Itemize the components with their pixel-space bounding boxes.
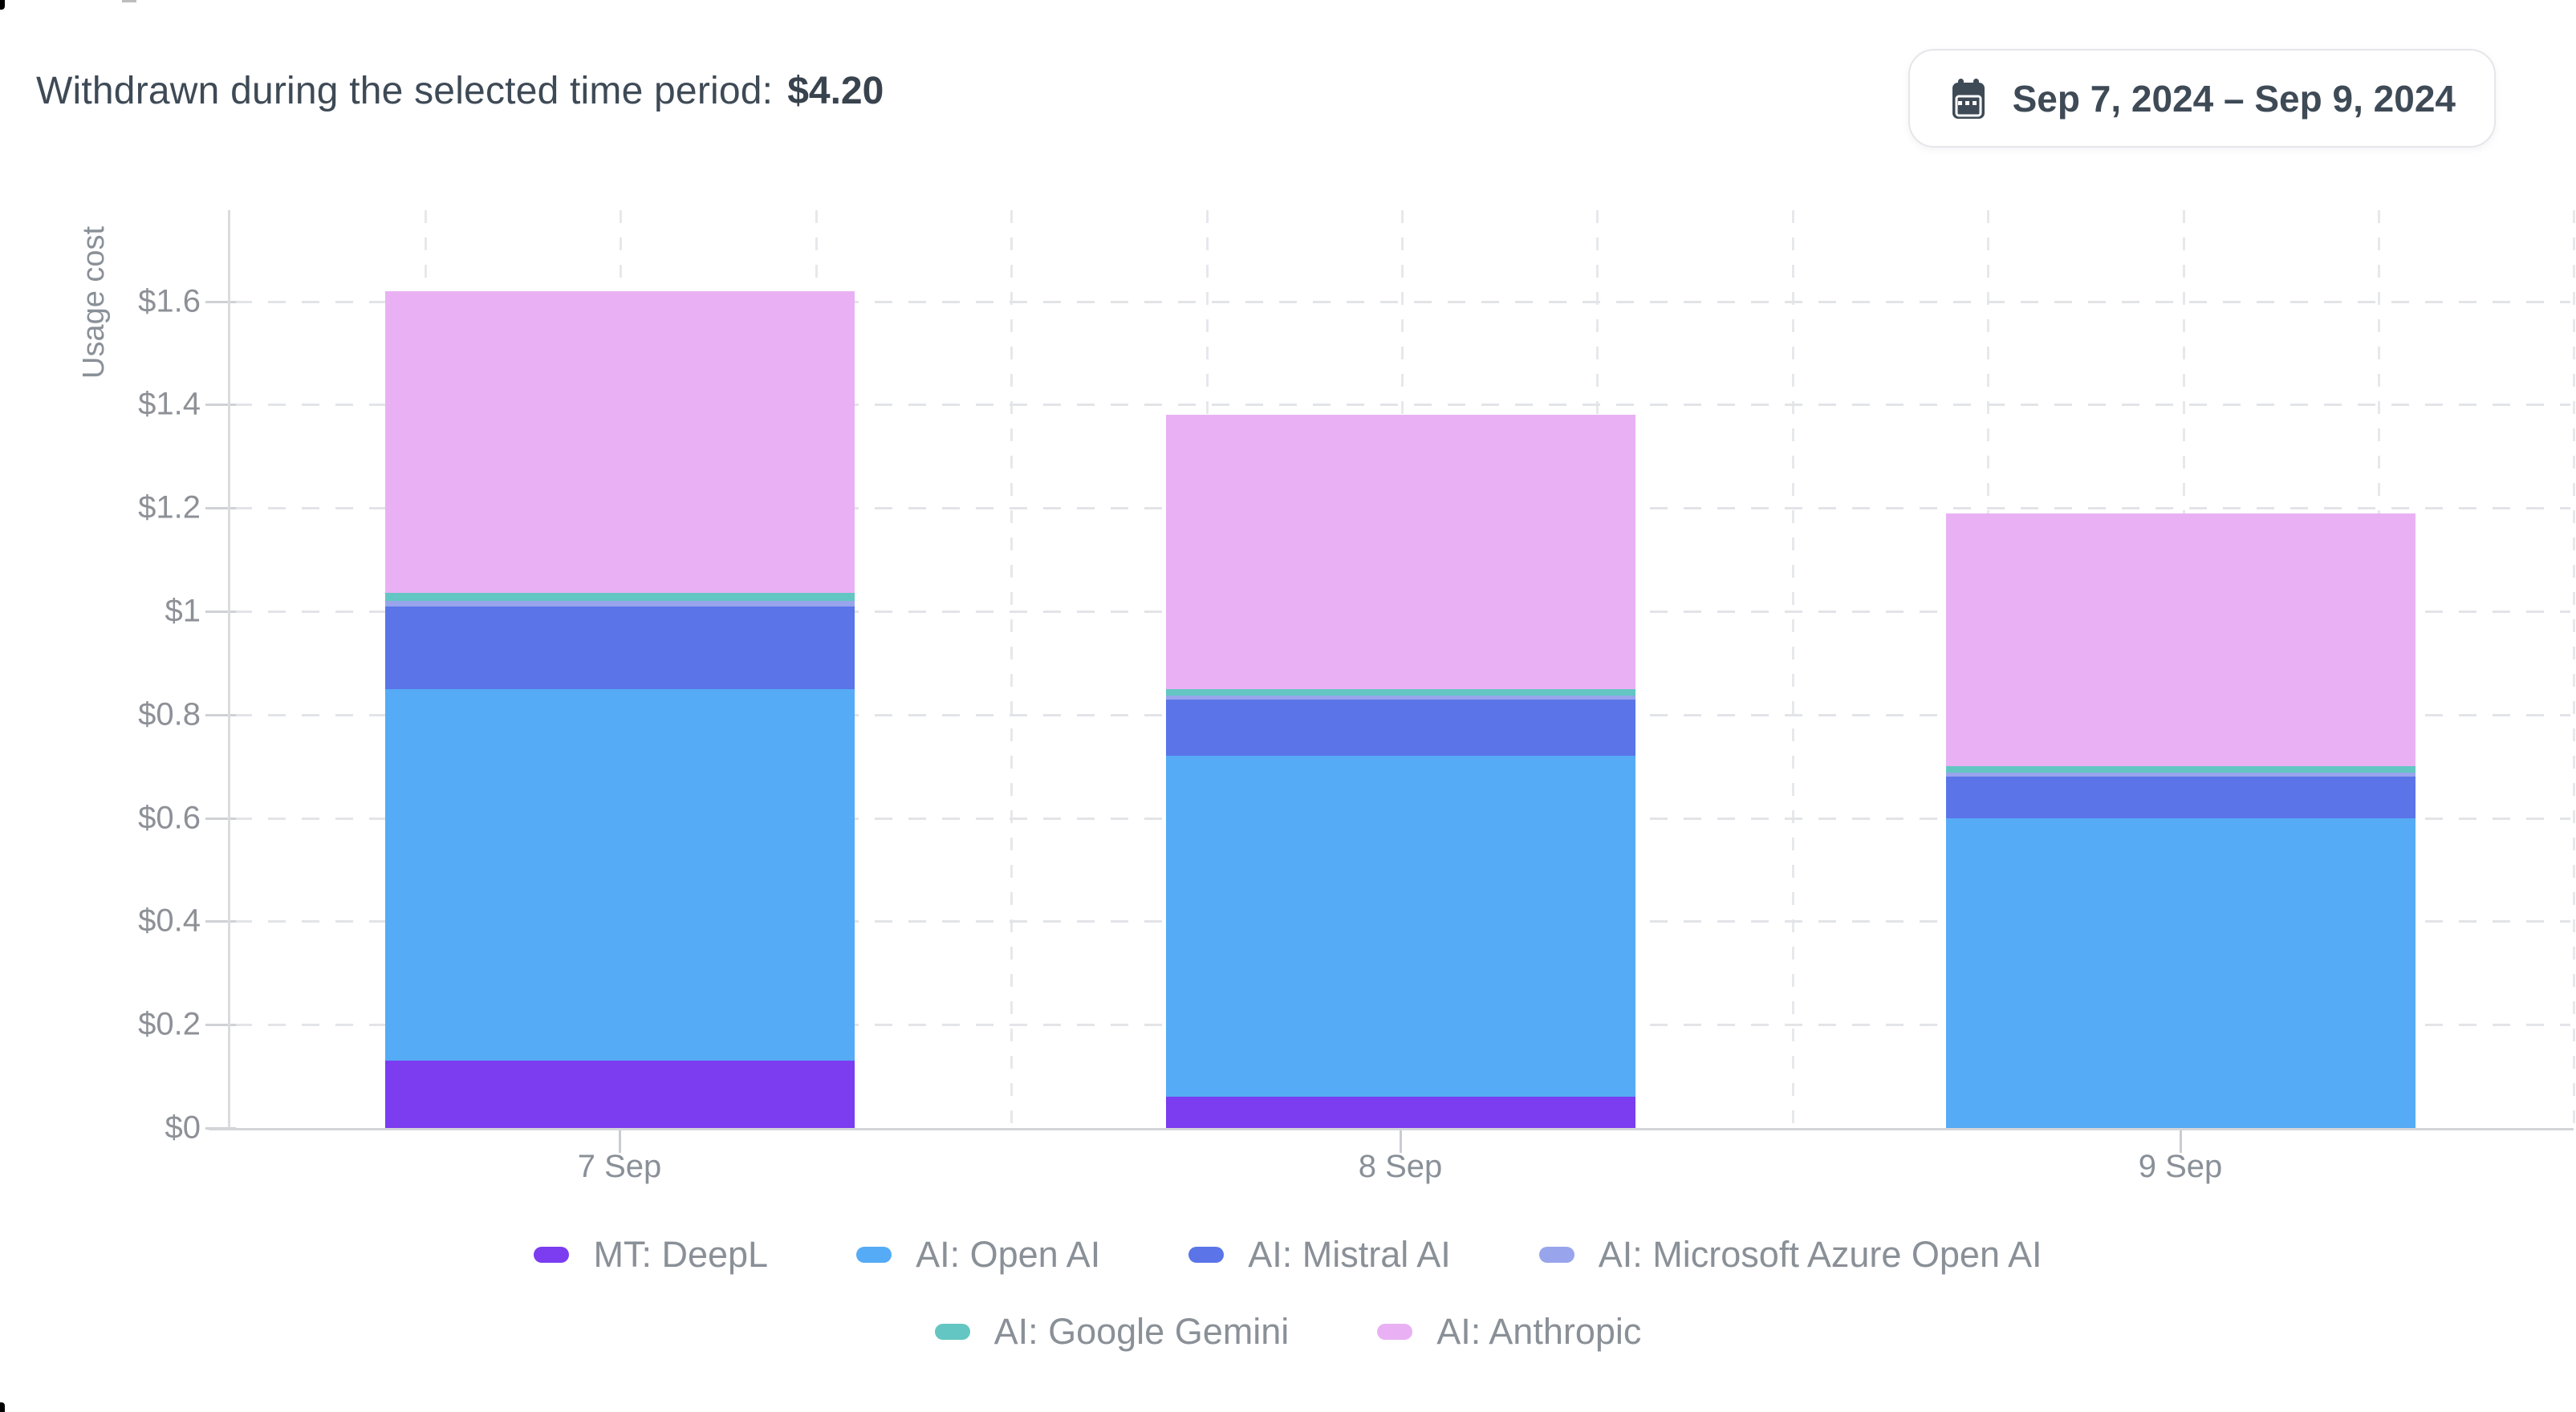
legend-swatch-icon [1188, 1247, 1225, 1263]
x-category-label: 7 Sep [577, 1149, 662, 1184]
bar-segment-ai-google-gemini[interactable] [1165, 688, 1635, 696]
bar-segment-ai-microsoft-azure-open-ai[interactable] [1945, 772, 2416, 777]
y-axis-tick [205, 507, 236, 509]
cropped-element-top [122, 0, 136, 2]
bar-segment-ai-anthropic[interactable] [384, 290, 855, 594]
x-axis-tick [1400, 1130, 1402, 1153]
calendar-icon [1948, 77, 1989, 120]
legend-label: AI: Mistral AI [1248, 1234, 1451, 1275]
vertical-gridline [1010, 210, 1014, 1128]
cropped-element-top-left [0, 0, 5, 10]
legend-swatch-icon [1538, 1247, 1574, 1263]
bar-segment-ai-mistral-ai[interactable] [1165, 699, 1635, 757]
legend-label: AI: Microsoft Azure Open AI [1598, 1234, 2042, 1275]
y-tick-label: $0.8 [138, 696, 201, 732]
y-axis-tick [205, 611, 236, 613]
legend-label: MT: DeepL [593, 1234, 769, 1275]
y-axis-tick [205, 301, 236, 303]
vertical-gridline [2573, 210, 2576, 1128]
bar-segment-ai-google-gemini[interactable] [1945, 766, 2416, 773]
y-axis-tick [205, 920, 236, 923]
y-axis-line [228, 210, 230, 1130]
y-tick-label: $0 [165, 1110, 201, 1146]
chart-legend: MT: DeepL AI: Open AI AI: Mistral AI AI: Mi… [0, 1234, 2576, 1353]
summary-header: Withdrawn during the selected time perio… [36, 69, 884, 113]
legend-swatch-icon [534, 1247, 570, 1263]
x-axis-tick [619, 1130, 621, 1153]
summary-label: Withdrawn during the selected time perio… [36, 70, 774, 112]
date-range-label: Sep 7, 2024 – Sep 9, 2024 [2012, 77, 2456, 120]
bar-segment-ai-mistral-ai[interactable] [1945, 777, 2416, 818]
x-axis-line [209, 1128, 2574, 1130]
y-tick-label: $0.6 [138, 800, 201, 836]
bar-7-sep[interactable] [384, 290, 855, 1128]
legend-item-ai-google-gemini[interactable]: AI: Google Gemini [934, 1311, 1290, 1353]
legend-swatch-icon [934, 1324, 970, 1340]
x-axis-tick [2180, 1130, 2182, 1153]
bar-segment-ai-open-ai[interactable] [384, 688, 855, 1061]
y-tick-label: $0.4 [138, 903, 201, 939]
date-range-picker[interactable]: Sep 7, 2024 – Sep 9, 2024 [1908, 49, 2496, 148]
legend-item-mt-deepl[interactable]: MT: DeepL [534, 1234, 768, 1276]
y-tick-label: $0.2 [138, 1006, 201, 1042]
y-tick-label: $1 [165, 593, 201, 629]
legend-label: AI: Anthropic [1436, 1311, 1642, 1352]
legend-item-ai-open-ai[interactable]: AI: Open AI [856, 1234, 1100, 1276]
cropped-element-bottom-left [0, 1402, 5, 1412]
legend-item-ai-mistral-ai[interactable]: AI: Mistral AI [1188, 1234, 1451, 1276]
y-tick-label: $1.2 [138, 489, 201, 525]
bar-segment-ai-anthropic[interactable] [1945, 513, 2416, 767]
x-category-label: 9 Sep [2138, 1149, 2223, 1184]
bar-9-sep[interactable] [1945, 513, 2416, 1128]
y-axis-tick [205, 1024, 236, 1026]
bar-segment-mt-deepl[interactable] [1165, 1097, 1635, 1128]
vertical-gridline [1791, 210, 1794, 1128]
y-axis-tick [205, 714, 236, 716]
legend-swatch-icon [1377, 1324, 1413, 1340]
bar-segment-ai-open-ai[interactable] [1165, 756, 1635, 1098]
legend-item-ai-anthropic[interactable]: AI: Anthropic [1377, 1311, 1641, 1353]
bar-segment-ai-open-ai[interactable] [1945, 818, 2416, 1128]
legend-label: AI: Google Gemini [993, 1311, 1290, 1352]
horizontal-gridline [234, 404, 2570, 406]
legend-swatch-icon [856, 1247, 892, 1263]
legend-label: AI: Open AI [916, 1234, 1101, 1275]
legend-row: AI: Google Gemini AI: Anthropic [0, 1311, 2576, 1353]
bar-segment-ai-mistral-ai[interactable] [384, 606, 855, 689]
bar-8-sep[interactable] [1165, 415, 1635, 1128]
y-axis-tick [205, 404, 236, 406]
legend-item-ai-microsoft-azure-open-ai[interactable]: AI: Microsoft Azure Open AI [1538, 1234, 2042, 1276]
bar-segment-mt-deepl[interactable] [384, 1061, 855, 1128]
horizontal-gridline [234, 301, 2570, 303]
bar-segment-ai-anthropic[interactable] [1165, 415, 1635, 689]
bar-segment-ai-google-gemini[interactable] [384, 593, 855, 602]
y-axis-tick [205, 818, 236, 820]
bar-segment-ai-microsoft-azure-open-ai[interactable] [1165, 696, 1635, 700]
legend-row: MT: DeepL AI: Open AI AI: Mistral AI AI: Mi… [0, 1234, 2576, 1276]
bar-segment-ai-microsoft-azure-open-ai[interactable] [384, 601, 855, 607]
y-tick-label: $1.4 [138, 386, 201, 422]
summary-value: $4.20 [787, 70, 884, 112]
x-category-label: 8 Sep [1358, 1149, 1443, 1184]
y-tick-label: $1.6 [138, 283, 201, 319]
